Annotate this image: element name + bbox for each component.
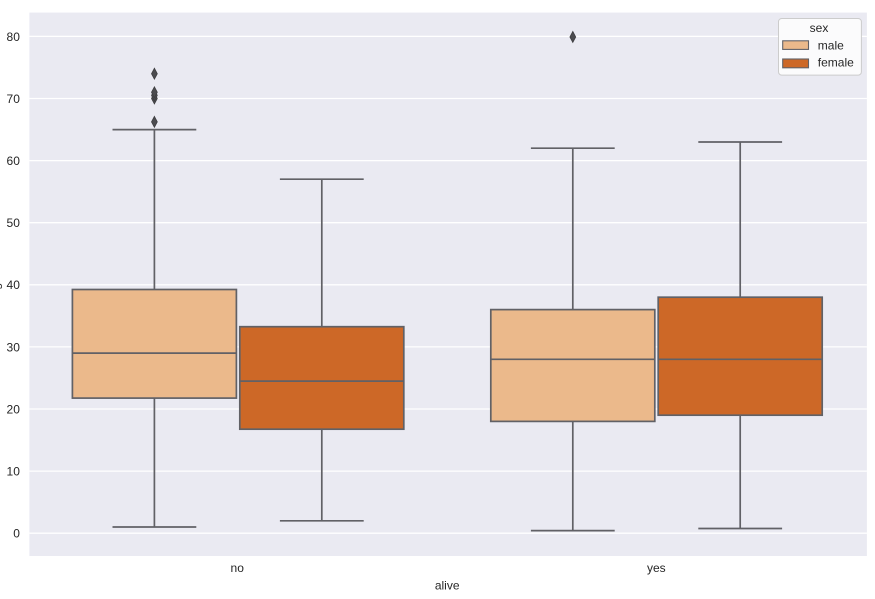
svg-text:alive: alive [435,579,460,593]
svg-text:60: 60 [7,154,21,168]
svg-text:female: female [818,56,854,70]
svg-text:10: 10 [7,465,21,479]
svg-text:70: 70 [7,92,21,106]
svg-text:20: 20 [7,402,21,416]
svg-text:0: 0 [13,527,20,541]
svg-text:male: male [818,38,844,52]
svg-text:30: 30 [7,340,21,354]
svg-text:50: 50 [7,216,21,230]
svg-text:no: no [231,561,245,575]
svg-text:40: 40 [7,278,21,292]
svg-text:age: age [0,276,2,296]
svg-text:yes: yes [647,561,666,575]
svg-text:80: 80 [7,30,21,44]
svg-text:sex: sex [810,21,829,35]
